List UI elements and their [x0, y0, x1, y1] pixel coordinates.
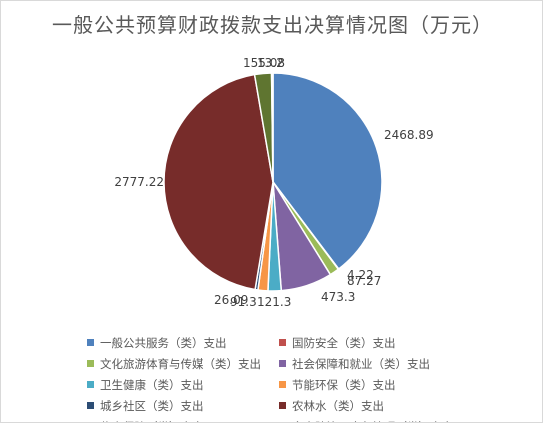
- data-label-6: 91.3: [230, 295, 257, 309]
- legend-label: 社会保障和就业（类）支出: [292, 357, 430, 371]
- pie-slice-10: [270, 72, 274, 183]
- data-label-8: 2777.22: [114, 175, 164, 189]
- legend-label: 节能环保（类）支出: [292, 378, 396, 392]
- data-label-3: 87.27: [347, 274, 381, 288]
- data-label-1: 2468.89: [384, 128, 434, 142]
- data-label-4: 473.3: [321, 290, 355, 304]
- legend-item-8: 农林水（类）支出: [279, 397, 499, 415]
- legend-label: 一般公共服务（类）支出: [100, 336, 227, 350]
- legend-swatch: [87, 402, 94, 409]
- legend-item-4: 社会保障和就业（类）支出: [279, 355, 499, 373]
- data-label-9: 155.08: [243, 56, 285, 70]
- legend-swatch: [279, 381, 286, 388]
- legend-swatch: [87, 360, 94, 367]
- legend-item-6: 节能环保（类）支出: [279, 376, 499, 394]
- legend-item-9: 住房保障（类）支出: [87, 418, 307, 422]
- legend-label: 住房保障（类）支出: [100, 418, 204, 422]
- legend-label: 文化旅游体育与传媒（类）支出: [100, 357, 261, 371]
- legend-item-3: 文化旅游体育与传媒（类）支出: [87, 355, 307, 373]
- legend-swatch: [87, 339, 94, 346]
- data-label-5: 121.3: [257, 295, 291, 309]
- legend-swatch: [279, 402, 286, 409]
- legend-item-10: 灾害防治及应急管理（类）支出: [279, 418, 499, 422]
- legend-label: 灾害防治及应急管理（类）支出: [292, 418, 453, 422]
- legend-label: 城乡社区（类）支出: [100, 399, 204, 413]
- legend-swatch: [279, 360, 286, 367]
- data-label-10: 13.2: [257, 56, 284, 70]
- legend-label: 卫生健康（类）支出: [100, 378, 204, 392]
- chart-title: 一般公共预算财政拨款支出决算情况图（万元）: [52, 13, 493, 37]
- legend-label: 农林水（类）支出: [292, 399, 384, 413]
- legend-item-2: 国防安全（类）支出: [279, 334, 499, 352]
- data-label-2: 4.22: [347, 268, 374, 282]
- legend-item-1: 一般公共服务（类）支出: [87, 334, 307, 352]
- legend-item-5: 卫生健康（类）支出: [87, 376, 307, 394]
- data-label-7: 26.09: [214, 293, 248, 307]
- legend-item-7: 城乡社区（类）支出: [87, 397, 307, 415]
- pie-slice-1: [272, 72, 383, 271]
- legend-label: 国防安全（类）支出: [292, 336, 396, 350]
- legend-swatch: [279, 339, 286, 346]
- legend-swatch: [87, 381, 94, 388]
- pie-slice-8: [163, 73, 274, 291]
